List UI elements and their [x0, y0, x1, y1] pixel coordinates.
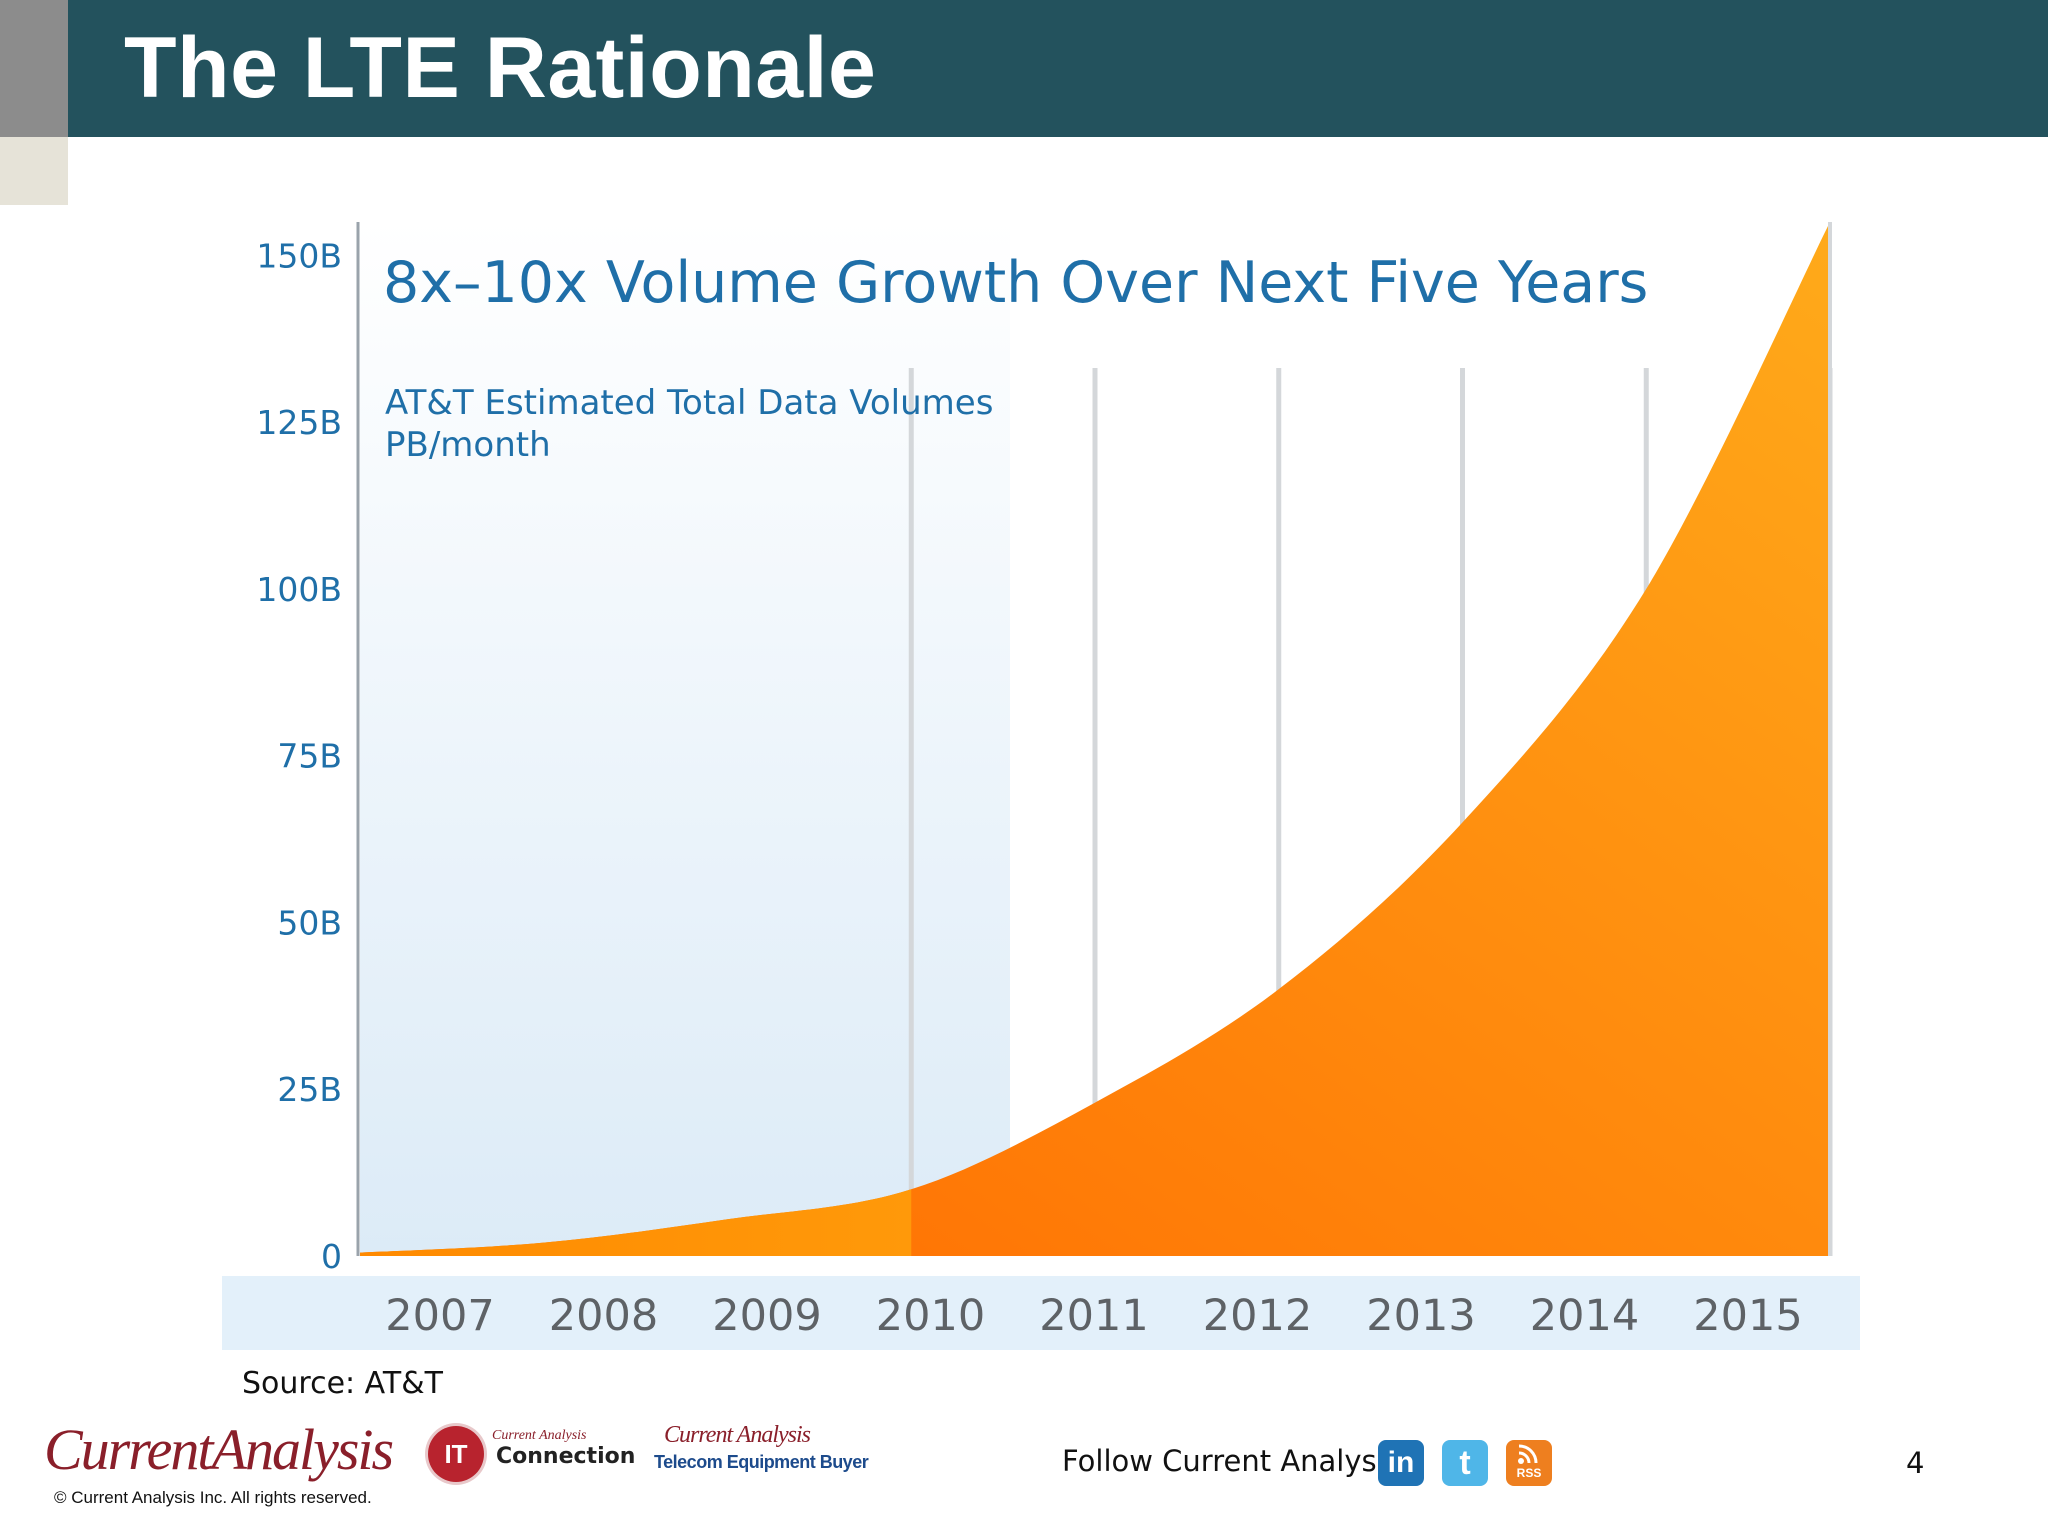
y-tick-label: 75B [277, 737, 342, 776]
it-connection-logo[interactable]: IT Current Analysis Connection [428, 1422, 635, 1486]
follow-label: Follow Current Analysis [1062, 1444, 1400, 1478]
telecom-equipment-buyer-logo[interactable]: Current Analysis Telecom Equipment Buyer [654, 1422, 884, 1482]
page-number: 4 [1906, 1446, 1925, 1480]
twitter-icon[interactable]: t [1442, 1440, 1488, 1486]
x-tick-label: 2015 [1693, 1291, 1802, 1341]
chart-subtitle-line-1: AT&T Estimated Total Data Volumes [385, 383, 993, 423]
header-accent-light [0, 137, 68, 205]
x-tick-label: 2008 [549, 1291, 658, 1341]
slide-header: The LTE Rationale [68, 0, 2048, 137]
y-tick-label: 0 [321, 1237, 342, 1276]
y-tick-label: 150B [256, 236, 342, 275]
x-tick-label: 2014 [1530, 1291, 1639, 1341]
x-tick-label: 2013 [1366, 1291, 1475, 1341]
y-tick-label: 125B [256, 403, 342, 442]
chart-title: 8x–10x Volume Growth Over Next Five Year… [383, 250, 1648, 316]
x-tick-label: 2011 [1039, 1291, 1148, 1341]
rss-icon[interactable]: RSS [1506, 1440, 1552, 1486]
y-tick-label: 25B [277, 1070, 342, 1109]
x-axis-band [222, 1276, 1860, 1350]
chart-subtitle-line-2: PB/month [385, 425, 551, 465]
rss-waves-icon [1518, 1444, 1538, 1464]
x-tick-label: 2012 [1203, 1291, 1312, 1341]
linkedin-icon[interactable]: in [1378, 1440, 1424, 1486]
data-volume-area [360, 222, 1830, 1256]
logo-word-analysis: Analysis [211, 1417, 395, 1482]
y-tick-label: 100B [256, 570, 342, 609]
header-accent-dark [0, 0, 68, 137]
it-badge-icon: IT [428, 1426, 484, 1482]
x-tick-label: 2009 [712, 1291, 821, 1341]
x-tick-label: 2007 [385, 1291, 494, 1341]
logo-word-current: Current [44, 1417, 214, 1482]
x-tick-label: 2010 [876, 1291, 985, 1341]
it-connection-brand: Current Analysis [492, 1428, 587, 1443]
slide-title: The LTE Rationale [124, 20, 877, 116]
teb-label: Telecom Equipment Buyer [654, 1452, 869, 1472]
copyright-notice: © Current Analysis Inc. All rights reser… [54, 1488, 372, 1507]
historical-area [360, 1189, 912, 1256]
current-analysis-logo: CurrentAnalysis [44, 1410, 394, 1490]
y-tick-label: 50B [277, 903, 342, 942]
plot-background-history [360, 220, 1010, 1256]
rss-label: RSS [1516, 1466, 1542, 1480]
teb-brand: Current Analysis [664, 1422, 811, 1448]
it-connection-label: Connection [496, 1444, 636, 1469]
source-note: Source: AT&T [242, 1366, 443, 1401]
